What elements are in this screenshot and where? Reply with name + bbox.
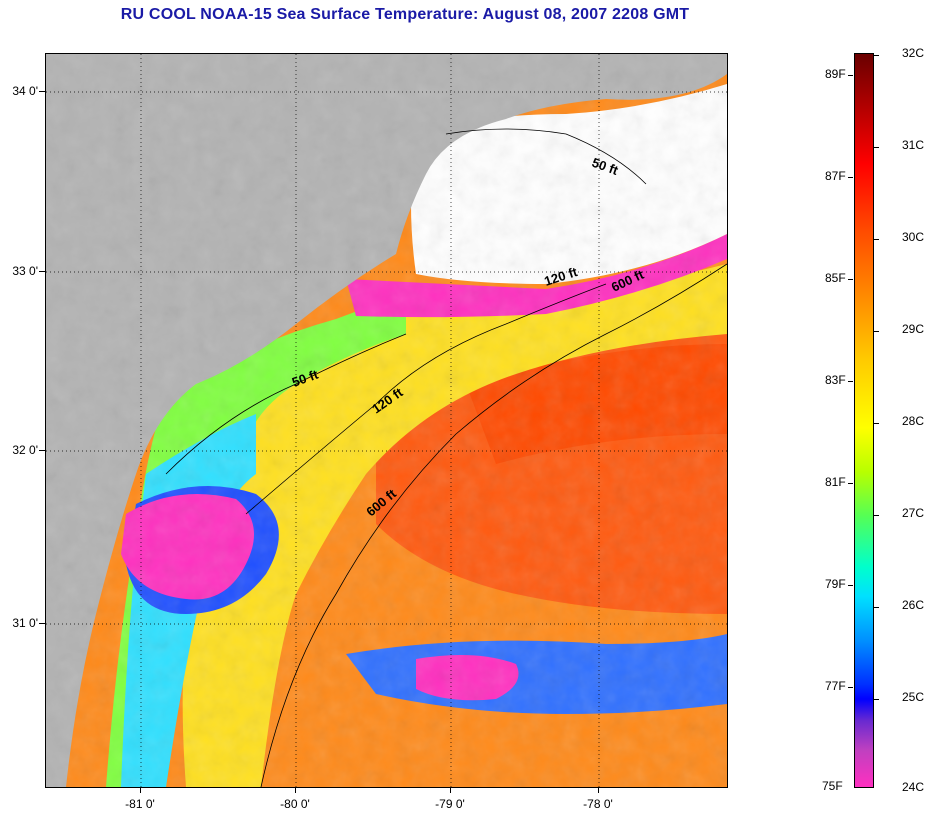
cbar-tick-c-27 — [874, 515, 879, 516]
cbar-c-29: 29C — [902, 322, 925, 336]
contour-50ft-south — [165, 333, 407, 475]
cbar-tick-c-29 — [874, 331, 879, 332]
graticule — [46, 54, 727, 787]
contour-600ft — [260, 263, 727, 787]
y-tick-31 — [39, 623, 45, 624]
cbar-tick-c-30 — [874, 239, 879, 240]
cbar-tick-f-79 — [848, 585, 853, 586]
sst-map-canvas: 50 ft 120 ft 600 ft 50 ft 120 ft 600 ft — [46, 54, 727, 787]
y-tick-33 — [39, 271, 45, 272]
lat-label-32: 32 0' — [12, 443, 38, 457]
cbar-tick-f-77 — [848, 687, 853, 688]
cbar-c-31: 31C — [902, 138, 925, 152]
cbar-c-32: 32C — [902, 46, 925, 60]
texture-overlay — [46, 54, 727, 787]
cbar-tick-f-81 — [848, 483, 853, 484]
bathymetry-contours — [165, 128, 727, 787]
cbar-c-26: 26C — [902, 598, 925, 612]
x-tick-79 — [450, 787, 451, 793]
cbar-c-27: 27C — [902, 506, 925, 520]
cbar-f-83: 83F — [825, 373, 846, 387]
x-tick-78 — [598, 787, 599, 793]
cbar-tick-c-32 — [874, 55, 879, 56]
cbar-f-81: 81F — [825, 475, 846, 489]
cbar-c-25: 25C — [902, 690, 925, 704]
lon-label-79: -79 0' — [435, 797, 465, 811]
y-tick-32 — [39, 450, 45, 451]
cbar-tick-f-89 — [848, 75, 853, 76]
cbar-c-24: 24C — [902, 780, 925, 794]
cbar-f-89: 89F — [825, 67, 846, 81]
lat-label-31: 31 0' — [12, 616, 38, 630]
contour-50ft-north — [445, 128, 647, 185]
cbar-c-28: 28C — [902, 414, 925, 428]
cbar-tick-c-28 — [874, 423, 879, 424]
cbar-tick-c-31 — [874, 147, 879, 148]
temperature-colorbar — [854, 53, 874, 788]
sst-map: 50 ft 120 ft 600 ft 50 ft 120 ft 600 ft — [45, 53, 728, 788]
cbar-tick-c-25 — [874, 699, 879, 700]
x-tick-80 — [295, 787, 296, 793]
lon-label-81: -81 0' — [125, 797, 155, 811]
y-tick-34 — [39, 91, 45, 92]
cbar-f-87: 87F — [825, 169, 846, 183]
cbar-f-79: 79F — [825, 577, 846, 591]
cbar-f-75: 75F — [822, 779, 843, 793]
lat-label-34: 34 0' — [12, 84, 38, 98]
lon-label-78: -78 0' — [583, 797, 613, 811]
lat-label-33: 33 0' — [12, 264, 38, 278]
cbar-tick-f-83 — [848, 381, 853, 382]
cbar-tick-f-85 — [848, 279, 853, 280]
x-tick-81 — [140, 787, 141, 793]
lon-label-80: -80 0' — [280, 797, 310, 811]
contour-120ft — [245, 283, 607, 515]
cbar-f-77: 77F — [825, 679, 846, 693]
cbar-c-30: 30C — [902, 230, 925, 244]
map-title: RU COOL NOAA-15 Sea Surface Temperature:… — [120, 6, 690, 23]
cbar-f-85: 85F — [825, 271, 846, 285]
cbar-tick-f-87 — [848, 177, 853, 178]
cbar-tick-c-26 — [874, 607, 879, 608]
